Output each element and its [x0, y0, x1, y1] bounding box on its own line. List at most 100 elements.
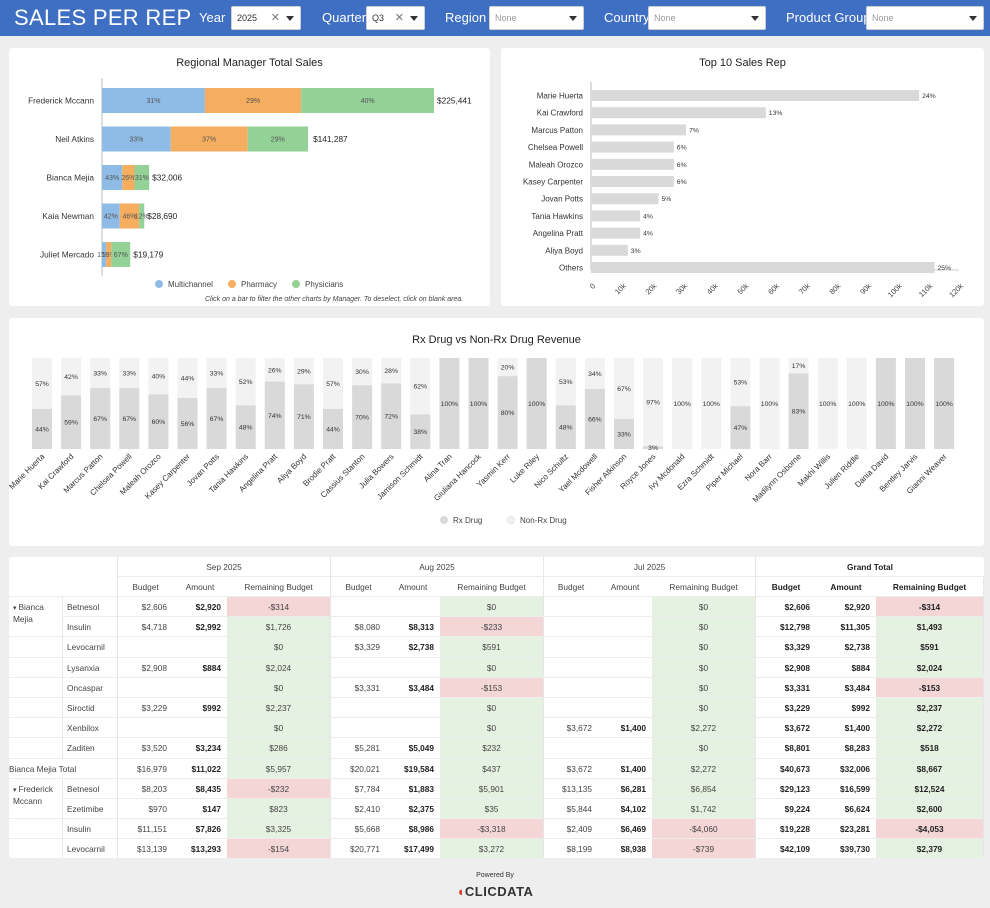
- bar-rx[interactable]: [32, 408, 52, 449]
- chevron-down-icon[interactable]: [969, 16, 977, 21]
- legend-label: Non-Rx Drug: [520, 516, 567, 525]
- bar-segment[interactable]: [102, 203, 120, 229]
- bar-non-rx[interactable]: [817, 358, 838, 449]
- bar[interactable]: [591, 141, 674, 153]
- bar-segment[interactable]: [102, 242, 107, 267]
- top10-chart[interactable]: Marie Huerta 24% Kai Crawford 13% Marcus Pat…: [501, 48, 984, 306]
- bar[interactable]: [591, 244, 628, 256]
- bar-rx[interactable]: [875, 358, 896, 449]
- value-cell: $13,139: [118, 839, 173, 858]
- bar[interactable]: [591, 158, 674, 170]
- chevron-down-icon[interactable]: [410, 16, 418, 21]
- legend-multichannel[interactable]: Multichannel: [155, 280, 213, 289]
- bar-rx[interactable]: [90, 388, 111, 449]
- chevron-down-icon[interactable]: [569, 16, 577, 21]
- bar[interactable]: [591, 107, 766, 119]
- bar-rx[interactable]: [497, 376, 518, 449]
- bar-rx[interactable]: [934, 358, 955, 449]
- bar-segment[interactable]: [170, 126, 248, 152]
- legend-pharmacy[interactable]: Pharmacy: [228, 280, 277, 289]
- legend-rx[interactable]: Rx Drug: [440, 516, 482, 525]
- bar[interactable]: [591, 227, 641, 239]
- bar-rx[interactable]: [555, 405, 576, 449]
- clear-icon[interactable]: ✕: [270, 12, 280, 24]
- bar-segment[interactable]: [247, 126, 308, 152]
- region-select[interactable]: None: [489, 6, 584, 30]
- bar[interactable]: [591, 193, 659, 205]
- bar-rx[interactable]: [61, 395, 82, 449]
- bar-rx[interactable]: [235, 405, 256, 449]
- data-label: 80%: [501, 410, 515, 417]
- remaining-budget-cell: $2,237: [227, 698, 331, 719]
- value-cell: $2,606: [118, 597, 173, 618]
- data-label: 74%: [268, 413, 282, 420]
- bar-rx[interactable]: [584, 388, 605, 449]
- remaining-budget-cell: $518: [876, 738, 984, 759]
- bar-rx[interactable]: [643, 446, 664, 449]
- data-label: 67%: [210, 416, 224, 423]
- bar-non-rx[interactable]: [759, 358, 780, 449]
- bar-non-rx[interactable]: [672, 358, 693, 449]
- bar-segment[interactable]: [111, 242, 131, 267]
- total-label: $141,287: [313, 134, 348, 144]
- bar-rx[interactable]: [788, 373, 809, 449]
- clicdata-logo[interactable]: ◖CLICDATA: [0, 884, 990, 899]
- bar-segment[interactable]: [102, 126, 171, 152]
- bar-segment[interactable]: [204, 88, 302, 113]
- bar-segment[interactable]: [134, 165, 150, 190]
- chevron-down-icon[interactable]: [286, 16, 294, 21]
- bar[interactable]: [591, 176, 674, 187]
- bar-rx[interactable]: [177, 398, 198, 449]
- legend-swatch: [155, 280, 163, 288]
- product-cell: Insulin: [63, 819, 118, 840]
- bar-rx[interactable]: [293, 384, 314, 449]
- bar[interactable]: [591, 124, 687, 136]
- data-label: 33%: [129, 137, 143, 144]
- value-cell: $3,329: [331, 637, 386, 658]
- bar-rx[interactable]: [905, 358, 925, 449]
- regional-sales-chart[interactable]: Frederick Mccann 31% 29% 40% $225,441 Neil At…: [9, 48, 490, 306]
- bar[interactable]: [591, 262, 935, 273]
- bar-rx[interactable]: [352, 385, 373, 449]
- country-select[interactable]: None: [648, 6, 766, 30]
- bar-segment[interactable]: [106, 242, 112, 267]
- bar-segment[interactable]: [122, 165, 135, 190]
- clear-icon[interactable]: ✕: [394, 12, 404, 24]
- value-cell: [598, 637, 652, 658]
- collapse-icon[interactable]: ▾: [13, 605, 19, 612]
- year-select[interactable]: 2025 ✕: [231, 6, 301, 30]
- bar-rx[interactable]: [468, 358, 489, 449]
- bar-non-rx[interactable]: [846, 358, 867, 449]
- bar-rx[interactable]: [323, 408, 343, 449]
- legend-swatch: [292, 280, 300, 288]
- quarter-select[interactable]: Q3 ✕: [366, 6, 425, 30]
- bar-rx[interactable]: [526, 358, 547, 449]
- bar-segment[interactable]: [139, 203, 145, 229]
- bar-segment[interactable]: [119, 203, 140, 229]
- bar[interactable]: [591, 90, 920, 101]
- bar-rx[interactable]: [381, 383, 402, 449]
- bar[interactable]: [591, 210, 641, 222]
- legend-non-rx[interactable]: Non-Rx Drug: [507, 516, 567, 525]
- bar-rx[interactable]: [410, 414, 431, 449]
- bar-rx[interactable]: [148, 394, 169, 449]
- value-cell: $8,199: [544, 839, 598, 858]
- logo-text: CLICDATA: [464, 884, 534, 899]
- bar-rx[interactable]: [614, 418, 634, 449]
- bar-rx[interactable]: [730, 406, 751, 449]
- value-cell: $11,022: [173, 758, 227, 779]
- bar-rx[interactable]: [119, 388, 140, 449]
- product-group-select[interactable]: None: [866, 6, 984, 30]
- bar-rx[interactable]: [206, 388, 227, 449]
- bar-non-rx[interactable]: [701, 358, 722, 449]
- bar-segment[interactable]: [102, 88, 205, 113]
- bar-segment[interactable]: [102, 165, 123, 190]
- bar-rx[interactable]: [264, 381, 285, 449]
- bar-non-rx[interactable]: [643, 358, 664, 449]
- legend-physicians[interactable]: Physicians: [292, 280, 343, 289]
- bar-segment[interactable]: [301, 88, 434, 113]
- collapse-icon[interactable]: ▾: [13, 786, 19, 794]
- chevron-down-icon[interactable]: [751, 16, 759, 21]
- bar-rx[interactable]: [439, 358, 460, 449]
